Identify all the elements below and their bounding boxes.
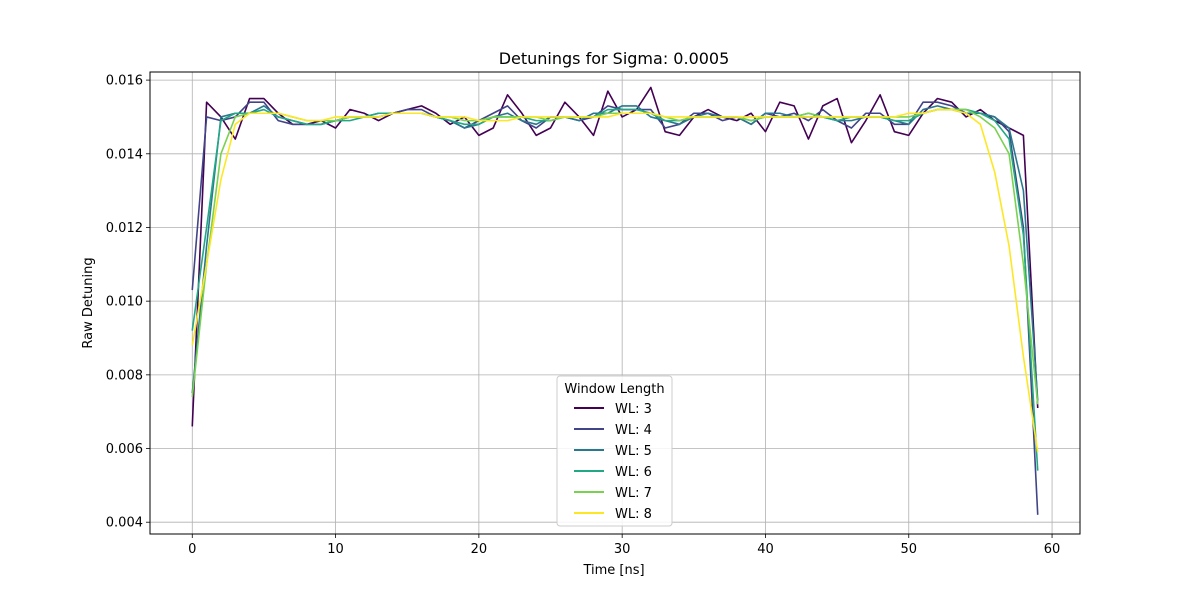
plot-frame	[149, 71, 1081, 535]
x-tick-label: 10	[327, 542, 344, 557]
y-tick-label: 0.014	[106, 147, 143, 162]
y-axis: 0.004 0.006 0.008 0.010 0.012 0.014 0.016	[106, 74, 150, 531]
legend-label: WL: 8	[615, 507, 652, 522]
y-tick-label: 0.010	[106, 295, 143, 310]
legend-items: WL: 3 WL: 4 WL: 5 WL: 6 WL: 7 WL: 8	[574, 402, 652, 522]
legend-label: WL: 6	[615, 465, 652, 480]
y-axis-label: Raw Detuning	[81, 257, 96, 348]
legend-label: WL: 7	[615, 486, 652, 501]
series-line-wl-8	[191, 108, 1039, 453]
x-axis-label: Time [ns]	[582, 563, 644, 578]
x-tick-label: 0	[188, 542, 196, 557]
legend-label: WL: 5	[615, 444, 652, 459]
legend-item: WL: 7	[574, 486, 652, 501]
legend: Window Length WL: 3WL: 4WL: 5WL: 6WL: 7W…	[556, 375, 673, 527]
legend-item: WL: 5	[574, 444, 652, 459]
x-tick-label: 60	[1044, 542, 1061, 557]
x-tick-label: 20	[471, 542, 488, 557]
chart-title: Detunings for Sigma: 0.0005	[499, 49, 730, 68]
series-line-wl-3	[191, 86, 1039, 427]
x-tick-label: 50	[900, 542, 917, 557]
y-tick-label: 0.004	[106, 516, 143, 531]
series-lines	[191, 86, 1039, 515]
grid	[150, 72, 1080, 534]
legend-title: Window Length	[564, 382, 664, 397]
legend-item: WL: 8	[574, 507, 652, 522]
legend-label: WL: 3	[615, 402, 652, 417]
x-tick-label: 30	[614, 542, 631, 557]
y-tick-label: 0.008	[106, 368, 143, 383]
y-tick-label: 0.006	[106, 442, 143, 457]
legend-item: WL: 4	[574, 423, 652, 438]
y-tick-label: 0.012	[106, 221, 143, 236]
y-tick-label: 0.016	[106, 74, 143, 89]
x-tick-label: 40	[757, 542, 774, 557]
x-axis: 0 10 20 30 40 50 60	[188, 534, 1060, 557]
legend-item: WL: 6	[574, 465, 652, 480]
legend-item: WL: 3	[574, 402, 652, 417]
legend-box	[556, 375, 673, 527]
legend-label: WL: 4	[615, 423, 652, 438]
